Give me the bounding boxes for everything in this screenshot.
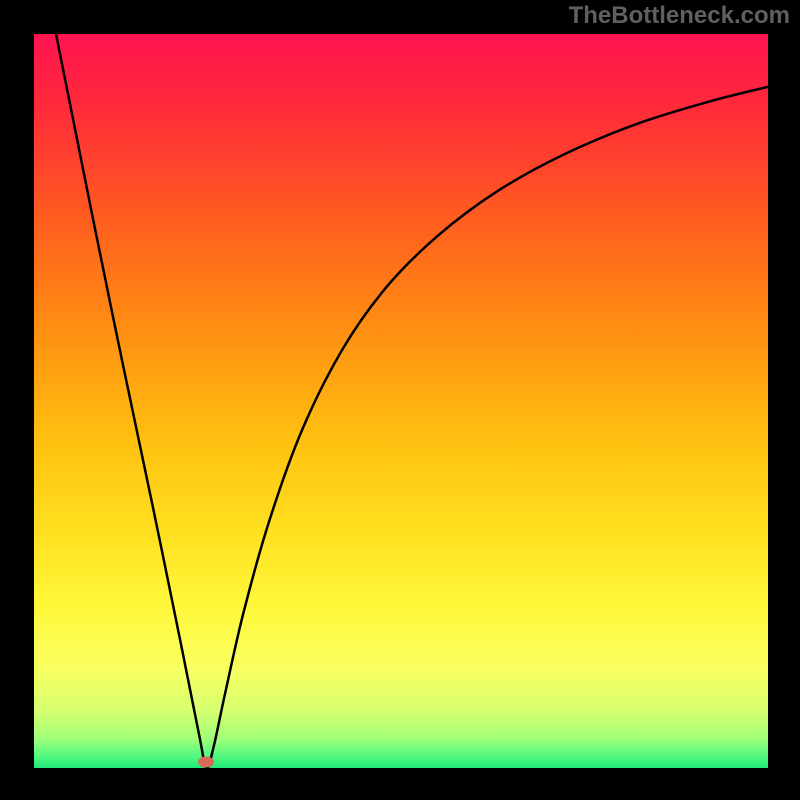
- optimal-marker: [198, 757, 214, 768]
- bottleneck-curve: [34, 34, 768, 768]
- attribution-text: TheBottleneck.com: [569, 2, 790, 30]
- plot-area: [34, 34, 768, 768]
- chart-canvas: TheBottleneck.com: [0, 0, 800, 800]
